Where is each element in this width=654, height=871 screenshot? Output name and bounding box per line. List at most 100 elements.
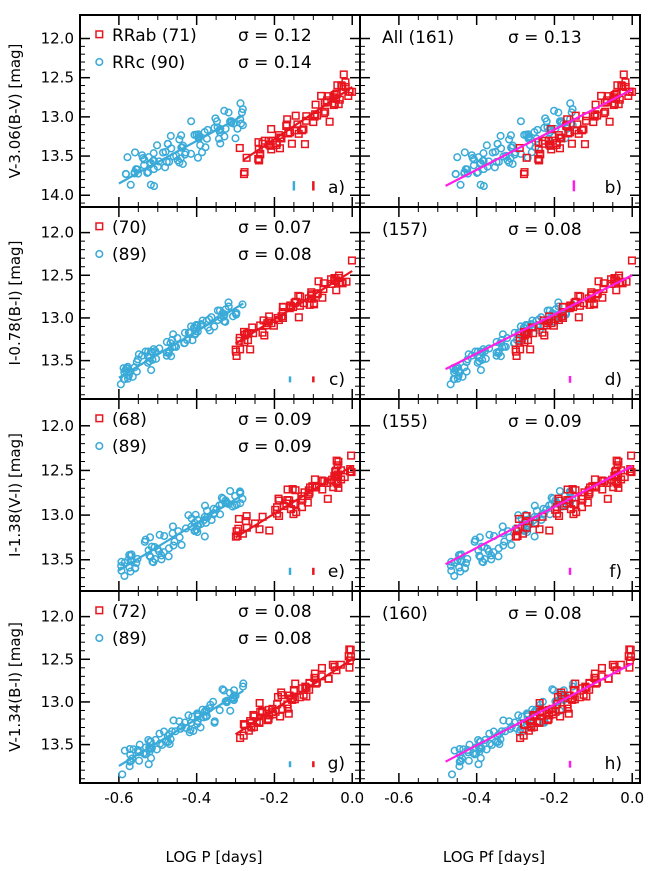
row2-left-rrc-point <box>187 322 196 331</box>
row2-right-rrab-point <box>612 286 621 295</box>
row4-left-rrc-point <box>226 706 235 715</box>
row2-left-rrc-point <box>116 380 125 389</box>
row4-left-rrc-fit-line <box>118 689 244 767</box>
row2-left-rrab-point <box>258 328 267 337</box>
row1-left-rrc-point <box>193 153 203 162</box>
row4-left-rrab-count: (72) <box>112 602 147 622</box>
y-tick-label: 12.0 <box>41 224 74 242</box>
row3-left-rrc-point <box>202 506 212 515</box>
row1-left-rrab-point <box>309 117 318 127</box>
row1-right-rrc-point <box>456 180 465 189</box>
row2-left-rrab-point <box>310 300 319 309</box>
row4-left-rrc-point <box>135 756 144 765</box>
row1-right-rrc-point <box>491 147 500 156</box>
row3-right-rrc-point <box>462 558 471 568</box>
row1-right-rrab-point <box>522 153 531 162</box>
row4-left-rrc-point <box>185 728 194 737</box>
x-axis-label-left: LOG P [days] <box>166 848 263 866</box>
x-axis-label-right: LOG Pf [days] <box>443 848 545 866</box>
row1-right-rrab-point <box>565 128 575 137</box>
row4-left-rrc-point <box>176 724 185 733</box>
row4-right-sigma: σ = 0.08 <box>508 604 582 624</box>
row2-right-rrab-point <box>515 336 524 345</box>
row4-right-rrab-point <box>535 698 544 708</box>
row2-left-rrab-point <box>319 284 328 294</box>
row3-left-rrc-point <box>117 566 126 575</box>
row1-left-rrc-point <box>216 139 225 148</box>
row1-left-rrc-point <box>175 135 184 144</box>
row4-left-rrab-point <box>239 720 248 729</box>
row3-right-rrc-point <box>505 533 514 542</box>
row1-left-rrab-point <box>240 168 249 177</box>
row4-left-rrc-point <box>125 745 134 754</box>
row2-left-rrc-point <box>238 300 247 309</box>
row2-left-rrc-point <box>224 302 233 311</box>
row4-left-legend-rrc-marker <box>95 633 104 643</box>
row3-left-rrab-fit-line <box>234 465 353 539</box>
row4-right-rrc-point <box>548 685 557 694</box>
row1-left-rrab-point <box>283 115 292 124</box>
row3-right-rrc-point <box>489 548 498 557</box>
row1-right-rrc-point <box>482 141 491 150</box>
row3-right-rrc-point <box>530 532 539 541</box>
row3-left-rrc-point <box>131 564 140 573</box>
x-tick-label: -0.6 <box>384 789 413 807</box>
row3-left-rrc-point <box>159 548 168 557</box>
row3-left-rrc-count: (89) <box>112 437 147 457</box>
row4-right-rrab-point <box>529 723 538 732</box>
row3-left-rrab-point <box>318 485 327 494</box>
row1-right-rrc-point <box>469 161 478 170</box>
row4-right-rrab-point <box>590 669 599 678</box>
row1-left-rrab-point <box>321 107 330 116</box>
row1-left-rrab-point <box>325 117 334 126</box>
row1-right-rrc-point <box>463 165 472 174</box>
row1-left-panel-label: a) <box>328 178 345 198</box>
row1-right-rrab-point <box>579 125 588 134</box>
row4-left-rrab-point <box>250 712 259 721</box>
row1-left-rrc-point <box>211 114 220 123</box>
row2-right-rrc-point <box>554 298 563 307</box>
row4-left-rrc-sigma: σ = 0.08 <box>238 629 312 649</box>
row1-left-rrc-point <box>152 141 162 150</box>
row2-right-rrab-point <box>526 345 535 354</box>
row3-left-rrab-point <box>234 514 243 523</box>
row1-right-sigma: σ = 0.13 <box>508 28 582 48</box>
row1-left-rrc-point <box>214 134 223 143</box>
row4-right-rrc-point <box>499 716 508 725</box>
row4-left-rrab-point <box>328 660 337 669</box>
row1-left-rrc-point <box>177 131 186 140</box>
row4-left-rrc-point <box>128 754 137 763</box>
row4-left-rrab-point <box>278 705 287 714</box>
row1-left-rrc-point <box>146 180 155 189</box>
row3-left-rrc-point <box>201 518 211 527</box>
x-tick-label: -0.4 <box>182 789 211 807</box>
row2-left-legend-rrab-marker <box>95 222 104 231</box>
row2-right-sigma: σ = 0.08 <box>508 220 582 240</box>
row3-left-rrab-point <box>347 451 356 460</box>
row1-right-rrc-point <box>467 151 476 160</box>
row4-right-rrc-point <box>485 729 494 738</box>
row4-right-rrab-point <box>564 709 573 718</box>
row1-left-rrc-point <box>233 124 242 133</box>
row1-left-rrab-point <box>329 100 338 110</box>
row3-right-rrab-point <box>530 519 540 528</box>
row4-right-rrab-point <box>543 716 552 725</box>
row2-right-rrc-point <box>446 380 455 389</box>
row3-right-rrab-point <box>612 456 621 465</box>
row4-left-rrab-point <box>239 731 248 740</box>
row1-right-combined-fit-line <box>445 88 633 187</box>
row2-left-rrab-point <box>269 321 278 330</box>
row2-right-rrc-point <box>452 364 461 373</box>
row3-left-rrab-point <box>332 478 341 487</box>
row3-left-rrab-sigma: σ = 0.09 <box>238 410 312 430</box>
row3-right-rrab-point <box>552 509 562 518</box>
row2-left-rrab-point <box>246 345 255 354</box>
row1-left-rrc-point <box>121 169 130 178</box>
row1-right-total-count: All (161) <box>382 28 454 48</box>
row1-left-rrc-sigma: σ = 0.14 <box>238 53 312 73</box>
row2-left-rrab-point <box>235 336 244 345</box>
row4-left-rrc-point <box>193 719 202 728</box>
row1-right-rrc-point <box>453 153 462 162</box>
row2-left-rrab-point <box>347 256 356 265</box>
row1-right-rrc-point <box>541 114 550 123</box>
